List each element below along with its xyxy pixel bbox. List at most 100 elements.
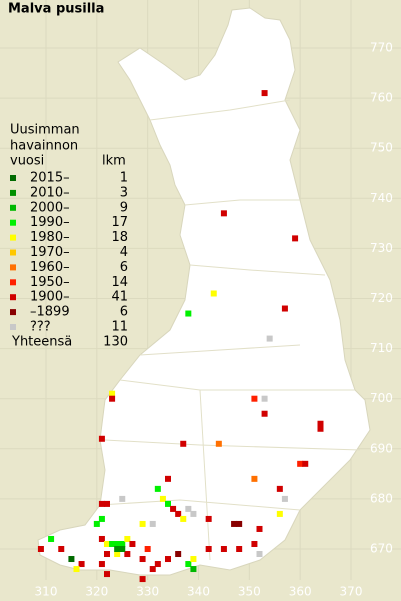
observation [109, 395, 116, 402]
observation [58, 546, 65, 552]
legend-swatch [10, 189, 16, 196]
observation [114, 551, 121, 558]
legend-count: 11 [111, 320, 128, 335]
legend-swatch [10, 309, 16, 316]
observation [281, 495, 288, 502]
observation [261, 395, 268, 402]
observation [104, 551, 110, 558]
observation [109, 390, 116, 397]
observation [48, 535, 55, 542]
legend-swatch [10, 175, 16, 181]
observation [302, 460, 309, 467]
legend-count: 18 [111, 230, 128, 245]
observation [139, 520, 146, 527]
observation [165, 475, 171, 482]
observation [165, 500, 171, 507]
observation [93, 520, 100, 527]
observation [154, 485, 161, 492]
observation [205, 546, 212, 552]
y-tick-label: 730 [370, 241, 393, 255]
observation [231, 520, 238, 527]
y-tick-label: 760 [370, 91, 393, 105]
y-tick-label: 710 [370, 341, 393, 355]
observations [37, 90, 324, 583]
observation [220, 210, 227, 217]
observation [297, 460, 304, 467]
observation [220, 546, 227, 552]
observation [185, 561, 192, 568]
observation [98, 515, 105, 522]
legend-label: ??? [30, 320, 51, 335]
observation [109, 540, 116, 547]
observation [114, 546, 121, 552]
legend-total: 130 [103, 335, 128, 350]
observation [159, 495, 166, 502]
observation [210, 290, 217, 297]
legend-label: 1970– [30, 245, 70, 260]
observation [251, 475, 258, 482]
observation [292, 235, 299, 242]
title: Malva pusilla [8, 2, 104, 17]
observation [98, 535, 105, 542]
observation [281, 305, 288, 312]
observation [185, 505, 192, 512]
observation [261, 90, 268, 97]
observation [124, 551, 131, 558]
legend-heading: Uusimman [10, 123, 80, 138]
y-tick-label: 740 [370, 191, 393, 205]
observation [119, 540, 126, 547]
legend-swatch [10, 294, 16, 301]
observation [175, 510, 182, 517]
legend-label: 1990– [30, 215, 70, 230]
observation [98, 561, 105, 568]
observation [180, 440, 187, 447]
observation [98, 435, 105, 442]
observation [37, 546, 44, 552]
legend-swatch [10, 279, 16, 286]
observation [165, 556, 171, 563]
legend-swatch [10, 264, 16, 271]
observation [119, 546, 126, 552]
observation [170, 505, 177, 512]
observation [149, 520, 156, 527]
legend-label: 2010– [30, 185, 70, 200]
observation [256, 551, 263, 558]
observation [205, 515, 212, 522]
observation [180, 515, 187, 522]
observation [185, 310, 192, 317]
legend-total-label: Yhteensä [11, 335, 72, 350]
legend-swatch [10, 249, 16, 256]
observation [129, 540, 136, 547]
observation [251, 540, 258, 547]
legend-label: 1950– [30, 275, 70, 290]
legend-label: 2015– [30, 171, 70, 186]
observation [144, 546, 151, 552]
observation [119, 495, 126, 502]
observation [236, 546, 243, 552]
x-tick-label: 330 [136, 585, 159, 599]
observation [317, 420, 324, 427]
y-tick-label: 720 [370, 291, 393, 305]
observation [114, 540, 121, 547]
y-tick-label: 700 [370, 391, 393, 405]
observation [98, 500, 105, 507]
legend-count: 3 [120, 185, 128, 200]
observation [175, 551, 182, 558]
observation [139, 576, 146, 583]
legend-count: 14 [111, 275, 128, 290]
observation [317, 425, 324, 432]
legend-count: 9 [120, 200, 128, 215]
legend-heading: havainnon [10, 139, 78, 154]
legend-count: 41 [111, 290, 128, 305]
legend-label: 2000– [30, 200, 70, 215]
observation [276, 510, 283, 517]
legend-label: 1960– [30, 260, 70, 275]
observation [190, 510, 197, 517]
y-tick-label: 690 [370, 441, 393, 455]
observation [104, 571, 110, 578]
y-tick-label: 770 [370, 41, 393, 55]
legend-label: 1980– [30, 230, 70, 245]
legend-swatch [10, 324, 16, 330]
